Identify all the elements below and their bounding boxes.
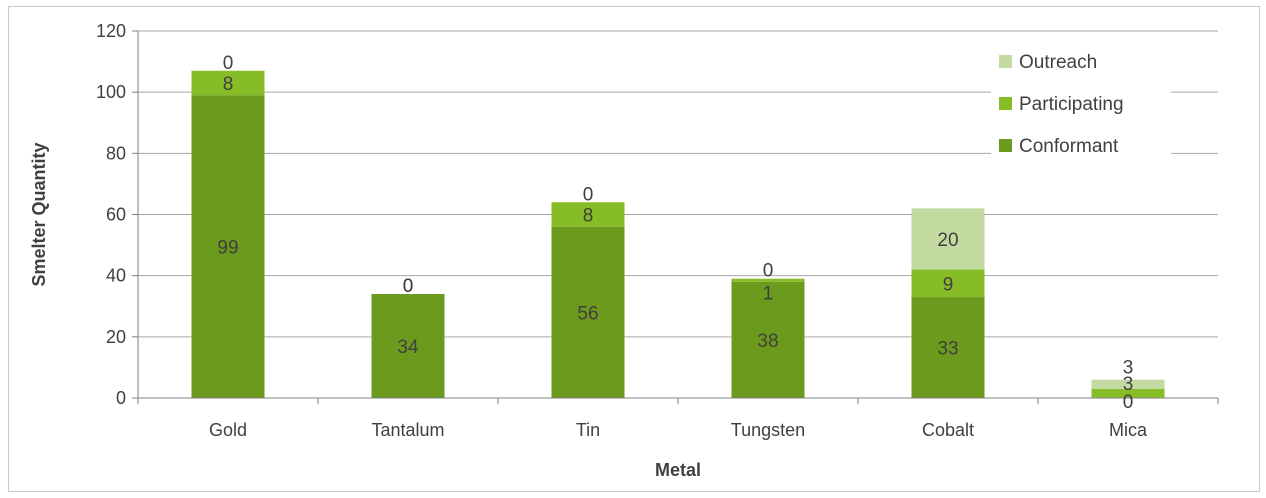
- legend-label-conformant: Conformant: [1019, 136, 1119, 157]
- data-label-participating: 8: [223, 74, 234, 95]
- legend-background: [991, 47, 1171, 77]
- bar-segment-participating: [191, 70, 265, 96]
- y-tick-label: 20: [106, 327, 126, 347]
- data-label-outreach: 20: [937, 230, 958, 251]
- x-tick-label: Tantalum: [371, 420, 444, 440]
- chart-container: 0 20 40 60 80 100 120 Gold Tantalum Tin Tungsten Co…: [8, 6, 1260, 492]
- legend: Outreach Participating Conformant: [991, 47, 1171, 161]
- data-label-outreach: 0: [403, 276, 414, 297]
- x-tick-label: Tungsten: [731, 420, 805, 440]
- legend-label-outreach: Outreach: [1019, 52, 1097, 73]
- bar-segment-conformant: [731, 281, 805, 398]
- legend-swatch-participating: [999, 97, 1012, 110]
- bar-segment-participating: [551, 202, 625, 227]
- data-label-conformant: 33: [937, 339, 958, 360]
- data-label-conformant: 0: [1123, 392, 1134, 413]
- x-tick-label: Gold: [209, 420, 247, 440]
- data-label-outreach: 0: [583, 184, 594, 205]
- data-label-participating: 3: [1123, 374, 1134, 395]
- legend-swatch-outreach: [999, 55, 1012, 68]
- data-label-outreach: 0: [223, 53, 234, 74]
- bar-segment-outreach: [911, 208, 985, 270]
- data-label-participating: 9: [943, 274, 954, 295]
- bar-segment-participating: [1091, 388, 1165, 398]
- y-tick-label: 100: [96, 82, 126, 102]
- x-axis-title: Metal: [655, 460, 701, 480]
- data-label-conformant: 38: [757, 331, 778, 352]
- data-label-outreach: 0: [763, 261, 774, 282]
- bar-segment-outreach: [1091, 379, 1165, 389]
- data-label-participating: 8: [583, 206, 594, 227]
- bar-segment-participating: [731, 278, 805, 282]
- legend-label-participating: Participating: [1019, 94, 1124, 115]
- bars: [191, 70, 1165, 398]
- y-tick-label: 40: [106, 266, 126, 286]
- y-tick-label: 0: [116, 388, 126, 408]
- data-label-participating: 0: [403, 276, 414, 297]
- bar-segment-conformant: [191, 95, 265, 398]
- y-tick-label: 120: [96, 21, 126, 41]
- gridlines: [138, 30, 1218, 338]
- legend-background: [991, 89, 1171, 119]
- bar-segment-participating: [911, 269, 985, 298]
- data-label-outreach: 3: [1123, 358, 1134, 379]
- x-tick-label: Tin: [576, 420, 600, 440]
- data-label-conformant: 99: [217, 238, 238, 259]
- bar-segment-conformant: [911, 297, 985, 398]
- bar-segment-conformant: [551, 226, 625, 398]
- data-label-conformant: 56: [577, 303, 598, 324]
- data-label-conformant: 34: [397, 337, 419, 358]
- x-tick-label: Cobalt: [922, 420, 974, 440]
- legend-background: [991, 131, 1171, 161]
- y-tick-label: 60: [106, 205, 126, 225]
- y-tick-label: 80: [106, 143, 126, 163]
- data-label-participating: 1: [763, 284, 774, 305]
- y-axis-title: Smelter Quantity: [29, 142, 49, 286]
- x-tick-label: Mica: [1109, 420, 1148, 440]
- legend-swatch-conformant: [999, 139, 1012, 152]
- bar-segment-conformant: [371, 294, 445, 398]
